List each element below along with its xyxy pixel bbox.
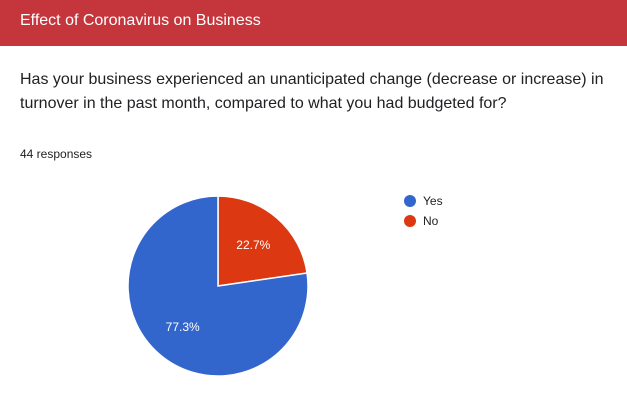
response-count: 44 responses <box>20 147 93 161</box>
pie-slice-yes <box>127 195 309 377</box>
legend-label-yes: Yes <box>423 194 443 208</box>
legend-label-no: No <box>423 214 439 228</box>
pie-label-yes: 77.3% <box>166 320 200 334</box>
legend-marker-yes <box>404 195 416 207</box>
form-title: Effect of Coronavirus on Business <box>20 12 261 29</box>
legend-marker-no <box>404 215 416 227</box>
pie-slice-no <box>217 195 308 287</box>
pie-label-no: 22.7% <box>236 238 270 252</box>
question-text: Has your business experienced an unantic… <box>20 71 604 112</box>
form-header-bar: Effect of Coronavirus on Business <box>0 0 627 46</box>
